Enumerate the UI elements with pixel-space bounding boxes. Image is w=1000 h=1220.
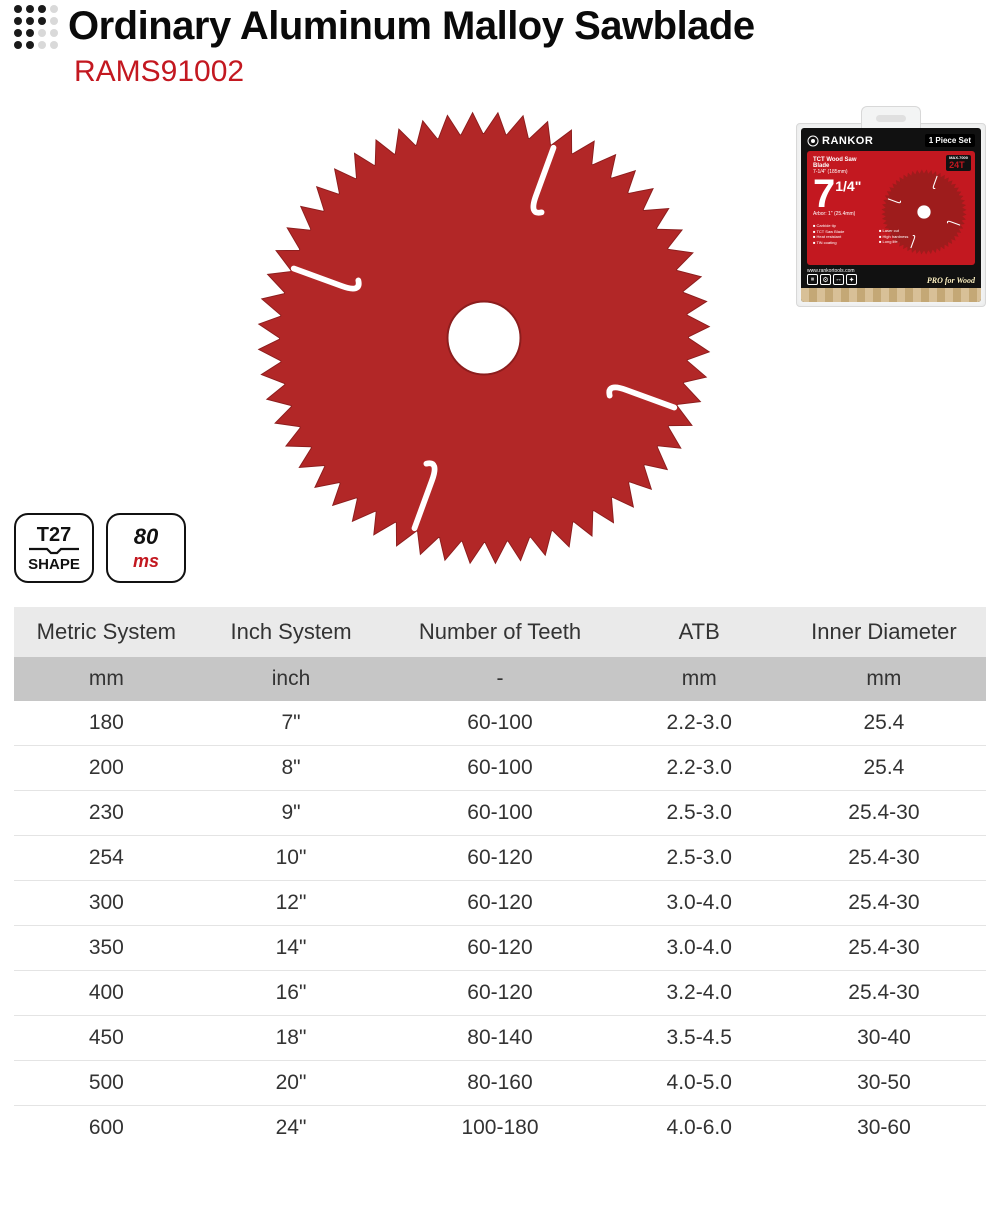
- page-title: Ordinary Aluminum Malloy Sawblade: [68, 4, 755, 49]
- speed-badge: 80 ms: [106, 513, 186, 583]
- sawblade-image: [234, 93, 734, 583]
- package-size: 71/4": [813, 177, 873, 211]
- hero-area: RANKOR 1 Piece Set TCT Wood Saw Blade 7-…: [14, 93, 986, 593]
- table-row: 2008"60-1002.2-3.025.4: [14, 746, 986, 791]
- table-row: 1807"60-1002.2-3.025.4: [14, 701, 986, 746]
- table-row: 30012"60-1203.0-4.025.4-30: [14, 881, 986, 926]
- package-subtitle: TCT Wood Saw Blade: [813, 157, 873, 169]
- model-number: RAMS91002: [74, 55, 986, 89]
- spec-table: Metric SystemInch SystemNumber of TeethA…: [14, 607, 986, 1150]
- table-column-header: Inner Diameter: [782, 607, 986, 657]
- dot-grid-icon: [14, 5, 58, 49]
- table-row: 25410"60-1202.5-3.025.4-30: [14, 836, 986, 881]
- package-teeth-badge: MAX.700024T: [946, 155, 971, 171]
- table-header-row: Metric SystemInch SystemNumber of TeethA…: [14, 607, 986, 657]
- table-row: 45018"80-1403.5-4.530-40: [14, 1016, 986, 1061]
- table-row: 50020"80-1604.0-5.030-50: [14, 1061, 986, 1106]
- badges: T27 SHAPE 80 ms: [14, 513, 186, 583]
- package-image: RANKOR 1 Piece Set TCT Wood Saw Blade 7-…: [796, 101, 986, 307]
- table-row: 40016"60-1203.2-4.025.4-30: [14, 971, 986, 1016]
- package-wood-label: PRO for Wood: [927, 276, 975, 285]
- table-row: 2309"60-1002.5-3.025.4-30: [14, 791, 986, 836]
- header: Ordinary Aluminum Malloy Sawblade: [14, 0, 986, 49]
- table-row: 35014"60-1203.0-4.025.4-30: [14, 926, 986, 971]
- package-brand: RANKOR: [807, 135, 873, 147]
- table-column-header: Number of Teeth: [383, 607, 616, 657]
- table-row: 60024"100-1804.0-6.030-60: [14, 1106, 986, 1151]
- table-units-row: mminch-mmmm: [14, 657, 986, 701]
- shape-badge: T27 SHAPE: [14, 513, 94, 583]
- package-bullets: Carbide tipTCT Saw BladeHeat resistantTi…: [813, 223, 873, 245]
- table-column-header: Metric System: [14, 607, 199, 657]
- table-column-header: ATB: [617, 607, 782, 657]
- table-column-header: Inch System: [199, 607, 384, 657]
- package-icons: ⏸⚙↔✦: [807, 274, 857, 285]
- package-set-label: 1 Piece Set: [925, 134, 975, 147]
